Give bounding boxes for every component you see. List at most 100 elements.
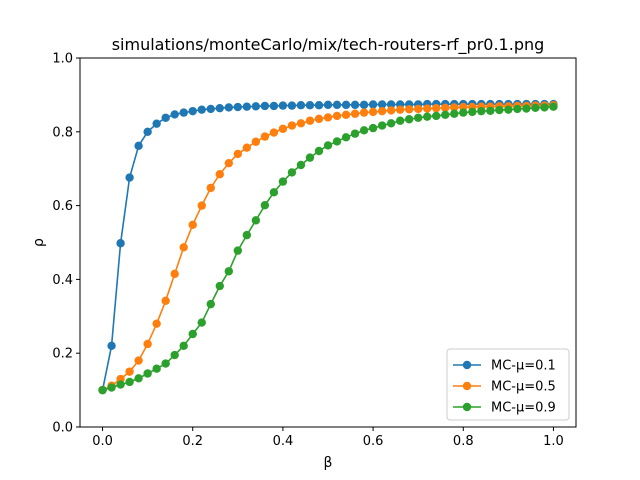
y-tick-label: 0.4: [52, 273, 73, 288]
data-point: [423, 104, 432, 113]
data-point: [278, 101, 288, 110]
y-tick-label: 0.0: [52, 421, 73, 436]
data-point: [441, 103, 450, 113]
chart-title: simulations/monteCarlo/mix/tech-routers-…: [112, 35, 545, 55]
data-point: [161, 359, 170, 368]
legend-marker: [462, 360, 472, 370]
data-point: [125, 377, 134, 387]
data-point: [278, 177, 288, 186]
data-point: [450, 103, 459, 112]
data-point: [287, 121, 297, 130]
data-point: [377, 106, 387, 116]
data-point: [314, 101, 324, 110]
data-point: [197, 105, 206, 114]
data-point: [423, 112, 432, 121]
data-point: [432, 111, 441, 121]
legend-entry: MC-μ=0.5: [453, 380, 556, 395]
data-point: [377, 100, 387, 109]
data-point: [513, 104, 522, 114]
data-point: [134, 141, 143, 151]
data-point: [450, 109, 459, 118]
data-point: [350, 100, 360, 110]
data-point: [314, 146, 324, 156]
data-point: [549, 102, 558, 111]
data-point: [170, 110, 179, 119]
data-point: [260, 101, 270, 111]
data-point: [432, 103, 441, 113]
data-point: [233, 246, 243, 255]
data-point: [107, 383, 116, 392]
data-point: [495, 105, 504, 115]
data-point: [170, 350, 179, 360]
x-tick-label: 0.6: [363, 434, 384, 449]
data-point: [134, 356, 143, 365]
legend-label: MC-μ=0.9: [491, 401, 556, 416]
data-point: [152, 319, 161, 328]
y-tick-label: 0.8: [52, 125, 73, 140]
legend-marker: [462, 402, 472, 412]
data-point: [215, 281, 224, 291]
data-point: [395, 105, 405, 114]
data-point: [98, 385, 107, 395]
y-tick-label: 0.2: [52, 347, 73, 362]
data-point: [152, 119, 161, 128]
data-point: [504, 105, 513, 114]
data-point: [197, 318, 206, 327]
x-tick-label: 1.0: [543, 434, 564, 449]
data-point: [386, 106, 396, 115]
data-point: [269, 128, 279, 137]
y-tick-label: 1.0: [52, 52, 73, 67]
data-point: [143, 127, 152, 136]
data-point: [251, 102, 261, 111]
data-point: [197, 201, 206, 210]
data-point: [413, 104, 423, 114]
plot-frame: [79, 57, 577, 428]
data-point: [269, 188, 279, 197]
data-point: [179, 341, 188, 351]
x-tick-label: 0.0: [92, 434, 113, 449]
data-point: [522, 104, 531, 113]
data-point: [386, 119, 396, 128]
data-point: [251, 137, 261, 146]
x-tick-label: 0.4: [273, 434, 294, 449]
data-point: [305, 116, 315, 125]
data-point: [143, 339, 152, 349]
data-point: [287, 101, 297, 110]
data-point: [188, 220, 197, 229]
data-point: [404, 115, 414, 124]
data-point: [368, 100, 378, 109]
data-point: [323, 113, 333, 122]
y-tick-label: 0.6: [52, 199, 73, 214]
legend-label: MC-μ=0.5: [491, 380, 556, 395]
data-point: [188, 106, 197, 116]
data-point: [116, 239, 125, 248]
data-point: [260, 132, 270, 141]
data-point: [278, 124, 288, 134]
data-point: [350, 109, 360, 118]
data-point: [368, 123, 378, 133]
data-point: [215, 103, 224, 113]
data-point: [386, 100, 396, 109]
data-point: [540, 103, 549, 112]
data-point: [413, 113, 423, 122]
data-point: [323, 100, 333, 110]
legend: MC-μ=0.1 MC-μ=0.5 MC-μ=0.9: [446, 348, 570, 421]
data-point: [468, 107, 477, 117]
data-point: [359, 126, 369, 135]
axis-ticks: 0.0 0.2 0.4 0.6 0.8 1.0 0.0 0.2 0.4 0.6 0.8 1.0: [52, 52, 563, 450]
data-point: [116, 380, 125, 389]
data-point: [206, 104, 215, 114]
data-point: [224, 103, 233, 112]
legend-entry: MC-μ=0.9: [453, 401, 556, 416]
data-point: [179, 243, 188, 252]
data-point: [350, 129, 360, 138]
data-point: [251, 216, 261, 225]
data-point: [188, 329, 197, 339]
data-point: [143, 369, 152, 378]
data-point: [305, 101, 315, 110]
data-point: [341, 110, 351, 120]
x-tick-label: 0.2: [182, 434, 203, 449]
legend-entry: MC-μ=0.1: [453, 359, 556, 374]
data-point: [161, 113, 170, 122]
data-point: [441, 110, 450, 120]
